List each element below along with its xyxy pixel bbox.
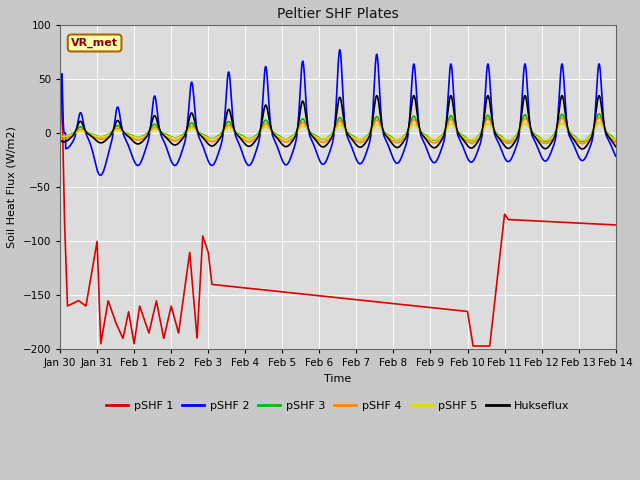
Hukseflux [579, 146, 586, 152]
pSHF 5 [612, 137, 620, 143]
pSHF 2 [494, 139, 502, 145]
X-axis label: Time: Time [324, 374, 351, 384]
pSHF 1 [463, 309, 470, 314]
pSHF 2 [336, 47, 344, 53]
pSHF 5 [432, 137, 440, 143]
pSHF 2 [611, 152, 619, 158]
pSHF 4 [612, 139, 620, 145]
Text: VR_met: VR_met [71, 38, 118, 48]
Line: Hukseflux: Hukseflux [60, 96, 616, 149]
Line: pSHF 2: pSHF 2 [60, 50, 616, 175]
pSHF 4 [317, 139, 325, 145]
Legend: pSHF 1, pSHF 2, pSHF 3, pSHF 4, pSHF 5, Hukseflux: pSHF 1, pSHF 2, pSHF 3, pSHF 4, pSHF 5, … [102, 396, 574, 415]
pSHF 2 [317, 160, 325, 166]
pSHF 1 [56, 92, 64, 98]
pSHF 5 [611, 137, 619, 143]
pSHF 1 [432, 305, 440, 311]
pSHF 1 [494, 270, 502, 276]
Line: pSHF 1: pSHF 1 [60, 95, 616, 346]
pSHF 3 [611, 137, 619, 143]
pSHF 4 [611, 139, 619, 145]
pSHF 5 [317, 136, 325, 142]
pSHF 5 [463, 135, 470, 141]
pSHF 3 [579, 139, 586, 144]
pSHF 1 [156, 316, 164, 322]
pSHF 4 [494, 133, 502, 139]
pSHF 2 [612, 153, 620, 159]
Title: Peltier SHF Plates: Peltier SHF Plates [277, 7, 399, 21]
Y-axis label: Soil Heat Flux (W/m2): Soil Heat Flux (W/m2) [7, 126, 17, 248]
pSHF 2 [56, 128, 64, 133]
pSHF 1 [469, 343, 477, 349]
Line: pSHF 5: pSHF 5 [60, 123, 616, 141]
pSHF 1 [612, 222, 620, 228]
Hukseflux [432, 144, 440, 150]
pSHF 4 [56, 135, 64, 141]
pSHF 2 [463, 153, 470, 159]
pSHF 5 [595, 120, 603, 126]
pSHF 3 [463, 135, 470, 141]
Hukseflux [612, 144, 620, 150]
pSHF 3 [432, 137, 440, 143]
pSHF 4 [432, 140, 440, 145]
Hukseflux [56, 137, 64, 143]
Hukseflux [494, 134, 502, 140]
pSHF 4 [463, 138, 470, 144]
pSHF 4 [595, 115, 603, 120]
pSHF 5 [579, 138, 586, 144]
pSHF 4 [579, 141, 586, 146]
pSHF 5 [494, 132, 502, 138]
pSHF 5 [156, 129, 164, 135]
Hukseflux [463, 142, 470, 147]
Hukseflux [611, 143, 619, 149]
pSHF 3 [595, 111, 603, 117]
pSHF 1 [317, 293, 325, 299]
pSHF 2 [432, 159, 440, 165]
pSHF 3 [156, 128, 164, 133]
pSHF 4 [156, 129, 164, 134]
pSHF 3 [612, 137, 620, 143]
pSHF 5 [56, 133, 64, 139]
Hukseflux [156, 127, 164, 133]
Line: pSHF 4: pSHF 4 [60, 118, 616, 144]
pSHF 3 [494, 131, 502, 137]
pSHF 1 [611, 222, 619, 228]
pSHF 2 [156, 129, 164, 134]
Line: pSHF 3: pSHF 3 [60, 114, 616, 142]
pSHF 2 [97, 172, 104, 178]
pSHF 3 [317, 136, 325, 142]
Hukseflux [317, 144, 325, 149]
pSHF 3 [56, 133, 64, 139]
Hukseflux [373, 93, 381, 98]
